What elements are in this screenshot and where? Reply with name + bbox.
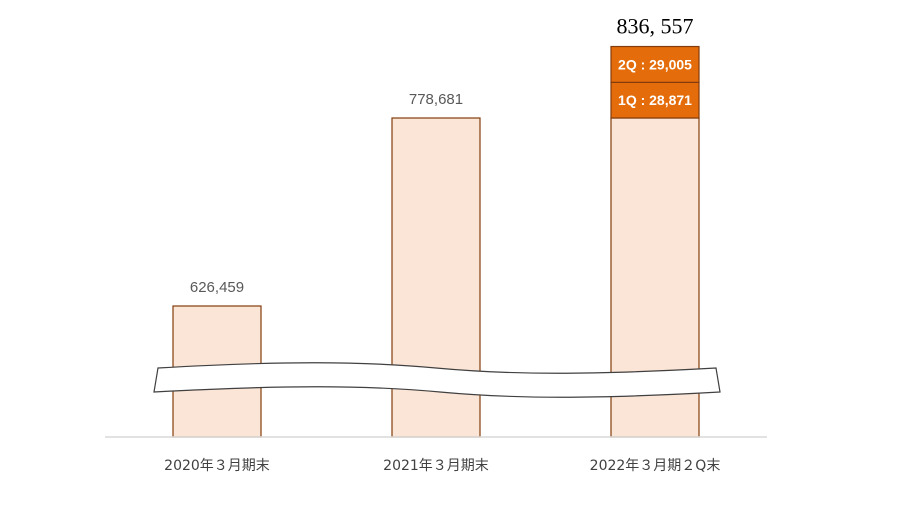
stack-segment-1 bbox=[610, 81, 700, 119]
segment-label-1: 1Q : 28,871 bbox=[618, 92, 692, 108]
value-label-0: 626,459 bbox=[190, 279, 244, 296]
stack-segment-2 bbox=[610, 45, 700, 83]
total-value-label: 836, 557 bbox=[617, 14, 694, 39]
category-label-0: 2020年３月期末 bbox=[164, 458, 270, 474]
value-label-1: 778,681 bbox=[409, 91, 463, 108]
segment-label-2: 2Q : 29,005 bbox=[618, 56, 692, 72]
labels-layer: 626,459 2020年３月期末 778,681 2021年３月期末 1Q : 28,… bbox=[164, 14, 720, 474]
axis-break bbox=[153, 362, 721, 398]
category-label-1: 2021年３月期末 bbox=[383, 458, 489, 474]
break-band bbox=[153, 362, 721, 398]
category-label-2: 2022年３月期２Q末 bbox=[590, 458, 721, 474]
